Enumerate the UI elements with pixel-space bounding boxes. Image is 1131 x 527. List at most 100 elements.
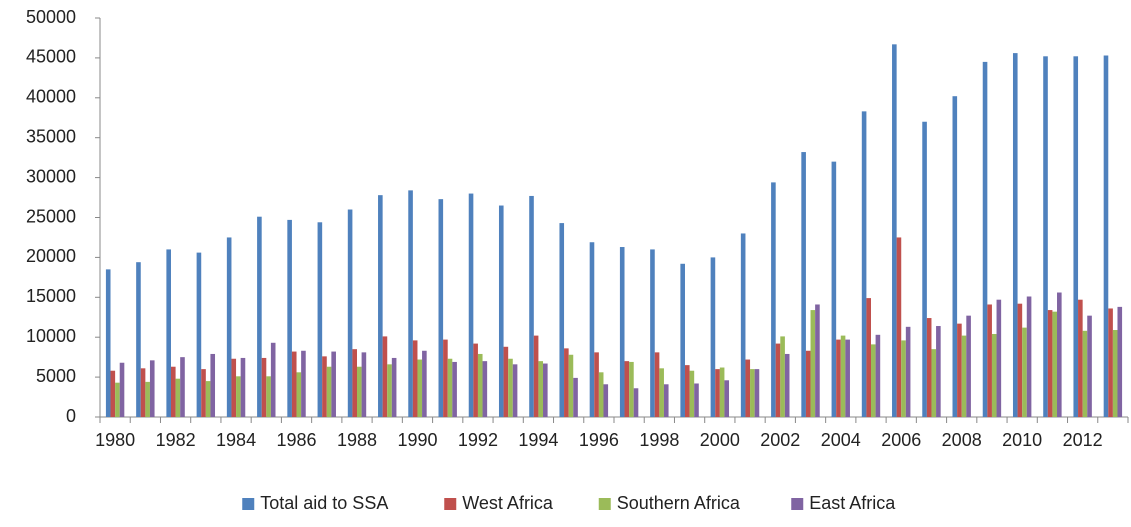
bar [559,223,565,417]
bar [512,364,518,417]
bar [931,349,937,417]
bar [784,353,790,417]
bar [468,193,474,417]
bar [689,370,695,417]
x-tick-label: 2002 [760,430,800,450]
bar [740,233,746,417]
bar [145,381,150,417]
bar [140,368,146,417]
x-tick-label: 1982 [156,430,196,450]
bar [996,299,1002,417]
bar [745,359,751,417]
y-tick-label: 50000 [26,7,76,27]
bar [871,344,876,417]
y-tick-label: 10000 [26,326,76,346]
bar [892,44,897,418]
legend-label: West Africa [462,493,554,513]
x-tick-label: 2012 [1063,430,1103,450]
bar [659,368,664,417]
y-tick-label: 30000 [26,166,76,186]
bar [905,326,911,417]
bar [633,388,639,417]
bar [840,335,846,417]
bar [966,315,971,417]
bar [180,357,185,417]
bar [780,336,785,417]
bar [477,353,483,417]
bar [1043,56,1048,417]
bar [533,335,539,417]
bar [961,335,967,417]
bar [236,376,241,417]
bar [210,353,216,417]
bar [296,372,302,417]
bar [952,96,958,417]
x-tick-label: 2000 [700,430,740,450]
bar [352,349,357,417]
bar [1082,330,1088,417]
bar [149,360,155,417]
bar [196,252,202,417]
bar [110,370,116,417]
bar [775,343,781,417]
bar [694,383,699,417]
x-tick-label: 1996 [579,430,619,450]
y-tick-label: 5000 [36,366,76,386]
bar [654,352,660,417]
bar [1047,310,1053,417]
bar [508,358,513,417]
bar [115,382,120,417]
bar [452,361,457,417]
bar [754,369,760,417]
bar [443,339,448,417]
bar [936,326,941,417]
bar [1103,55,1109,417]
bar [503,346,509,417]
bar [240,357,246,417]
bar [603,384,609,417]
bar [417,359,423,417]
x-tick-label: 1988 [337,430,377,450]
bar [680,263,685,417]
bar [270,342,276,417]
bar [831,161,837,417]
bar [805,350,811,417]
bar [629,361,634,417]
bar [166,249,171,417]
bar [650,249,655,417]
bar [568,354,574,417]
bar [1108,308,1113,417]
bar [801,152,806,417]
bar [205,381,211,417]
y-tick-label: 35000 [26,126,76,146]
bar [226,237,232,417]
bar [901,340,906,417]
x-tick-label: 2006 [881,430,921,450]
bar [382,336,388,417]
bar [750,369,755,417]
bar [105,269,111,417]
legend-label: East Africa [809,493,896,513]
legend-swatch [242,498,255,510]
x-tick-label: 1986 [277,430,317,450]
bar [301,350,306,417]
bar [719,367,725,417]
bar [1117,306,1123,417]
bar [412,340,418,417]
bar [438,199,444,417]
bar [266,376,271,417]
bar [957,323,962,417]
bar [810,310,816,417]
x-tick-label: 1998 [639,430,679,450]
bar [710,257,716,417]
bar [119,362,125,417]
bar [357,366,362,417]
bar [619,247,625,417]
legend-swatch [791,498,804,510]
bar [684,365,690,417]
bar [875,334,881,417]
bar [1087,315,1092,417]
bar [1026,296,1032,417]
bar [287,219,292,417]
bar [1017,303,1023,417]
